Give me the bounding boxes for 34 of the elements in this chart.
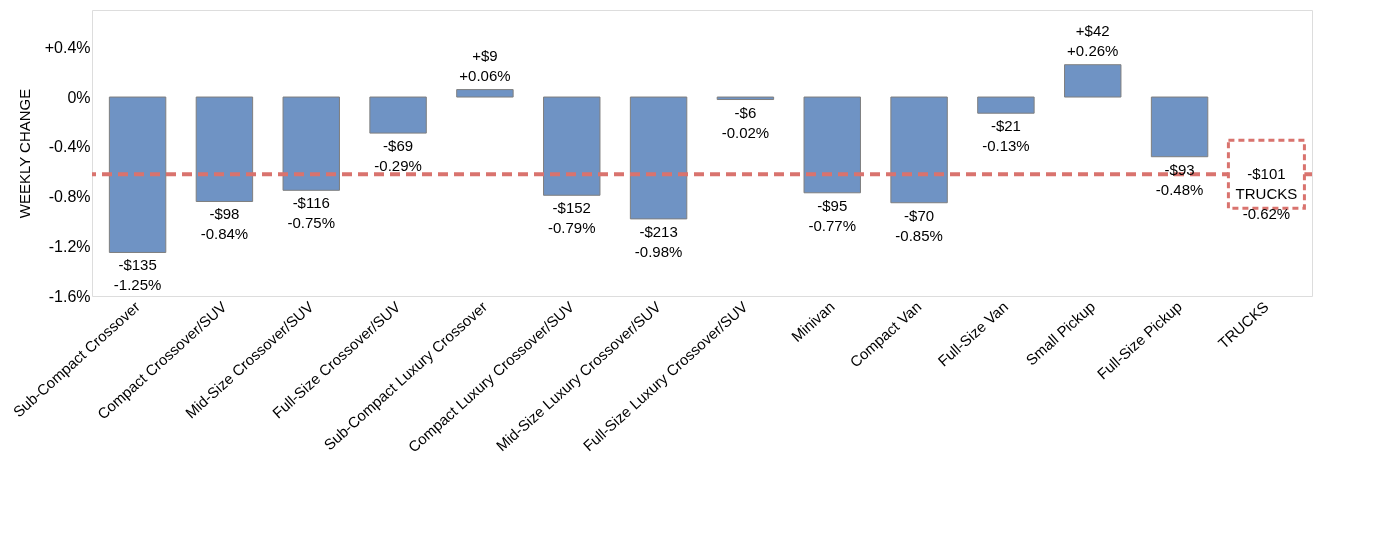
- data-label: -$98 -0.84%: [200, 205, 249, 243]
- data-label: -$70 -0.85%: [895, 206, 943, 244]
- y-tick-label: -1.2%: [48, 237, 91, 255]
- data-label: -$69 -0.29%: [374, 137, 422, 175]
- data-label: -$21 -0.13%: [982, 117, 1030, 155]
- data-label: +$9 +0.06%: [459, 46, 511, 84]
- data-label: -$6 -0.02%: [721, 103, 770, 141]
- data-label: -$213 -0.98%: [634, 222, 683, 260]
- data-label: -$116 -0.75%: [287, 194, 336, 232]
- bar: [1064, 64, 1122, 98]
- bar: [282, 96, 340, 191]
- y-tick-label: +0.4%: [44, 38, 91, 56]
- data-label: -$93 -0.48%: [1155, 160, 1204, 198]
- y-tick-label: -1.6%: [48, 287, 91, 305]
- data-label: -$135 -1.25%: [113, 256, 162, 294]
- bar: [195, 96, 254, 202]
- y-tick-label: -0.8%: [48, 188, 91, 206]
- bar: [803, 96, 861, 194]
- bar: [890, 96, 948, 204]
- bar: [456, 89, 514, 98]
- bar: [716, 96, 775, 101]
- data-label: +$42 +0.26%: [1067, 21, 1119, 59]
- bar: [629, 96, 688, 220]
- bar: [369, 96, 427, 134]
- y-axis-title: WEEKLY CHANGE: [15, 88, 33, 219]
- bar: [543, 96, 601, 196]
- y-tick-label: -0.4%: [48, 138, 91, 156]
- data-label: -$152 -0.79%: [547, 199, 596, 237]
- y-tick-label: 0%: [67, 88, 91, 106]
- data-label: -$95 -0.77%: [808, 196, 857, 234]
- bar: [108, 96, 167, 253]
- bar: [1150, 96, 1209, 158]
- ref-line-label: -$101 TRUCKS -0.62%: [1235, 165, 1298, 223]
- bar: [977, 96, 1035, 114]
